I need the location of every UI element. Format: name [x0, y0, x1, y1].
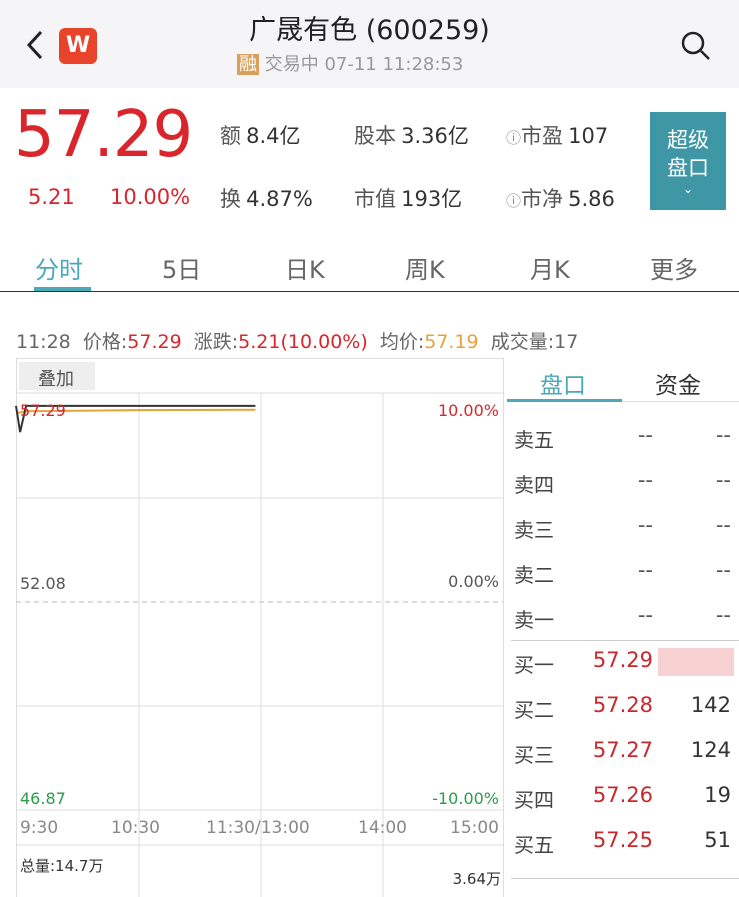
stat-shares: 股本 3.36亿	[354, 124, 469, 148]
bid1-volume-highlight	[658, 648, 734, 676]
y-label-high: 57.29	[20, 401, 66, 420]
stat-pe[interactable]: ⓘ市盈 107	[506, 124, 609, 148]
top-bar: W 广晟有色 (600259) 融 交易中 07-11 11:28:53	[0, 0, 739, 88]
x-tick: 14:00	[358, 818, 407, 838]
stat-pb[interactable]: ⓘ市净 5.86	[506, 187, 615, 211]
orderbook-row-volume: 142	[690, 693, 731, 717]
orderbook-row-price: 57.29	[592, 648, 653, 672]
total-volume: 总量:14.7万	[20, 857, 104, 875]
orderbook-row-volume: --	[715, 423, 731, 447]
search-icon[interactable]	[680, 30, 712, 62]
orderbook-row-label: 买一	[514, 653, 554, 677]
price-line	[15, 404, 256, 433]
orderbook-row-price: --	[637, 603, 653, 627]
trading-status: 交易中 07-11 11:28:53	[264, 54, 464, 75]
price-change: 5.21	[28, 185, 75, 209]
y-label-low: 46.87	[20, 789, 66, 808]
stat-turnover: 换 4.87%	[220, 187, 313, 211]
orderbook-row-volume: 19	[704, 783, 731, 807]
grid	[16, 392, 503, 897]
stat-mktcap: 市值 193亿	[354, 187, 463, 211]
current-price: 57.29	[14, 98, 193, 172]
x-tick: 15:00	[450, 818, 499, 838]
chevron-down-icon: ⌄	[682, 182, 694, 196]
orderbook-row-volume: 124	[690, 738, 731, 762]
orderbook-tab-indicator	[507, 399, 622, 402]
overlay-button	[19, 362, 95, 390]
orderbook-row-label: 卖四	[514, 473, 554, 497]
pct-label-mid: 0.00%	[448, 572, 499, 591]
orderbook-row-volume: --	[715, 558, 731, 582]
divider	[0, 291, 739, 292]
x-tick: 10:30	[111, 818, 160, 838]
orderbook-row-price: --	[637, 558, 653, 582]
app-logo[interactable]: W	[59, 28, 97, 64]
stat-amount: 额 8.4亿	[220, 124, 301, 148]
status-line: 融 交易中 07-11 11:28:53	[237, 50, 463, 76]
orderbook-row-price: --	[637, 468, 653, 492]
orderbook-row-price: 57.26	[592, 783, 653, 807]
orderbook-row-label: 买四	[514, 788, 554, 812]
orderbook-row-volume: 51	[704, 828, 731, 852]
divider	[511, 878, 739, 879]
orderbook-row-label: 卖二	[514, 563, 554, 587]
tab-5day[interactable]: 5日	[162, 256, 202, 284]
page-title: 广晟有色 (600259)	[249, 15, 490, 46]
divider	[511, 640, 739, 641]
tab-more[interactable]: 更多	[650, 256, 698, 284]
x-tick: 11:30/13:00	[206, 818, 310, 838]
super-orderbook-button[interactable]: 超级 盘口 ⌄	[650, 112, 726, 210]
average-price-line	[15, 408, 256, 415]
orderbook-row-price: --	[637, 513, 653, 537]
x-tick: 9:30	[20, 818, 59, 838]
tab-weekly-k[interactable]: 周K	[405, 256, 445, 284]
divider	[622, 401, 739, 402]
orderbook-row-volume: --	[715, 513, 731, 537]
orderbook-row-price: 57.27	[592, 738, 653, 762]
tab-orderbook[interactable]: 盘口	[540, 373, 586, 399]
orderbook-row-label: 卖一	[514, 608, 554, 632]
orderbook-row-volume: --	[715, 603, 731, 627]
price-change-pct: 10.00%	[110, 185, 191, 209]
orderbook-row-price: 57.25	[592, 828, 653, 852]
info-icon: ⓘ	[506, 129, 522, 147]
pct-label-low: -10.00%	[432, 789, 499, 808]
tab-capital[interactable]: 资金	[655, 373, 701, 399]
orderbook-row-label: 买二	[514, 698, 554, 722]
orderbook-row-label: 卖三	[514, 518, 554, 542]
orderbook-row-price: --	[637, 423, 653, 447]
back-icon[interactable]	[26, 30, 44, 60]
y-label-mid: 52.08	[20, 574, 66, 593]
info-icon: ⓘ	[506, 192, 522, 210]
overlay-button-label[interactable]: 叠加	[38, 369, 74, 390]
intraday-chart[interactable]	[0, 355, 507, 897]
orderbook-row-price: 57.28	[592, 693, 653, 717]
orderbook-row-volume: --	[715, 468, 731, 492]
orderbook-row-label: 卖五	[514, 428, 554, 452]
volume-max: 3.64万	[452, 870, 501, 888]
crosshair-info: 11:28 价格:57.29 涨跌:5.21(10.00%) 均价:57.19 …	[16, 331, 579, 353]
margin-badge: 融	[237, 54, 259, 75]
tab-intraday[interactable]: 分时	[35, 256, 83, 284]
active-tab-indicator	[34, 287, 91, 291]
tab-daily-k[interactable]: 日K	[285, 256, 325, 284]
orderbook-row-label: 买三	[514, 743, 554, 767]
tab-monthly-k[interactable]: 月K	[530, 256, 570, 284]
pct-label-high: 10.00%	[437, 401, 499, 420]
orderbook-row-label: 买五	[514, 833, 554, 857]
